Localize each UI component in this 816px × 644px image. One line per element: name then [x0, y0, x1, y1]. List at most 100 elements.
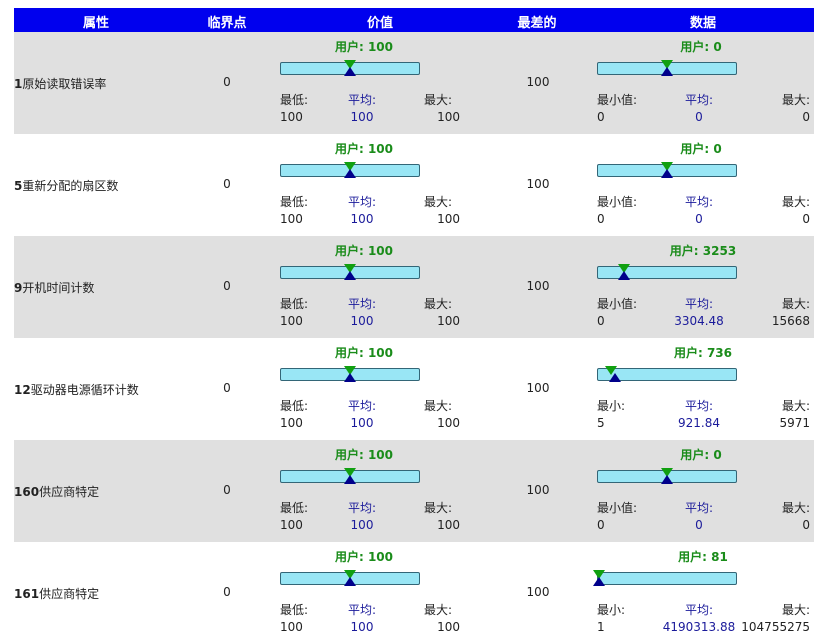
- value-avg-value: 100: [350, 110, 374, 124]
- user-marker-icon: [661, 60, 673, 69]
- average-marker-icon: [617, 271, 630, 280]
- average-marker-icon: [344, 169, 356, 178]
- value-user-value: 用户: 100: [334, 244, 394, 258]
- average-marker-icon: [344, 67, 356, 76]
- attribute-cell: 12驱动器电源循环计数: [14, 381, 139, 398]
- value-user-value: 用户: 100: [334, 448, 394, 462]
- attribute-name: 供应商特定: [39, 587, 100, 601]
- attribute-cell: 161供应商特定: [14, 585, 99, 602]
- table-row: 1原始读取错误率 0 用户: 100 最低: 平均: 最大: 100 100 1…: [14, 32, 814, 134]
- data-gauge: 用户: 0 最小值: 平均: 最大: 0 0 0: [577, 32, 811, 134]
- data-min-value: 5: [597, 416, 605, 430]
- value-max-label: 最大:: [424, 501, 453, 515]
- attribute-id: 160: [14, 485, 40, 499]
- value-avg-value: 100: [350, 518, 374, 532]
- value-user-value: 用户: 100: [334, 142, 394, 156]
- data-bar: [597, 368, 737, 381]
- data-max-value: 0: [802, 212, 810, 226]
- value-min-value: 100: [280, 416, 303, 430]
- average-marker-icon: [661, 67, 673, 76]
- value-avg-label: 平均:: [347, 93, 377, 107]
- header-data[interactable]: 数据: [689, 16, 717, 31]
- data-avg-label: 平均:: [684, 297, 714, 311]
- attribute-name: 开机时间计数: [22, 281, 95, 295]
- attribute-id: 5: [14, 179, 23, 193]
- value-max-value: 100: [437, 518, 460, 532]
- threshold-cell: 0: [223, 75, 231, 89]
- data-avg-value: 921.84: [678, 416, 720, 430]
- average-marker-icon: [344, 271, 356, 280]
- value-user-value: 用户: 100: [334, 40, 394, 54]
- average-marker-icon: [344, 577, 356, 586]
- data-min-value: 0: [597, 518, 605, 532]
- data-user-value: 用户: 81: [678, 550, 728, 564]
- data-gauge: 用户: 0 最小值: 平均: 最大: 0 0 0: [577, 440, 811, 542]
- header-worst[interactable]: 最差的: [517, 16, 557, 31]
- table-row: 161供应商特定 0 用户: 100 最低: 平均: 最大: 100 100 1…: [14, 542, 814, 644]
- value-gauge: 用户: 100 最低: 平均: 最大: 100 100 100: [260, 134, 464, 236]
- data-avg-label: 平均:: [684, 399, 714, 413]
- attribute-id: 9: [14, 281, 23, 295]
- user-marker-icon: [605, 366, 617, 375]
- average-marker-icon: [661, 169, 673, 178]
- user-marker-icon: [344, 468, 356, 477]
- data-max-value: 0: [802, 518, 810, 532]
- value-max-label: 最大:: [424, 399, 453, 413]
- value-max-value: 100: [437, 314, 460, 328]
- average-marker-icon: [344, 475, 356, 484]
- data-max-label: 最大:: [781, 195, 810, 209]
- data-avg-label: 平均:: [684, 603, 714, 617]
- attribute-id: 161: [14, 587, 40, 601]
- attribute-name: 供应商特定: [39, 485, 100, 499]
- table-header: 属性 临界点 价值 最差的 数据: [14, 8, 814, 32]
- average-marker-icon: [609, 373, 622, 382]
- average-marker-icon: [593, 577, 605, 586]
- value-min-value: 100: [280, 314, 303, 328]
- value-min-label: 最低:: [280, 501, 309, 515]
- data-avg-label: 平均:: [684, 501, 714, 515]
- data-user-value: 用户: 0: [680, 448, 722, 462]
- data-avg-value: 0: [695, 212, 703, 226]
- value-min-value: 100: [280, 518, 303, 532]
- user-marker-icon: [344, 366, 356, 375]
- data-min-label: 最小值:: [597, 93, 638, 107]
- data-user-value: 用户: 736: [673, 346, 733, 360]
- user-marker-icon: [344, 60, 356, 69]
- value-avg-value: 100: [350, 620, 374, 634]
- data-min-value: 0: [597, 314, 605, 328]
- data-user-value: 用户: 0: [680, 142, 722, 156]
- value-avg-value: 100: [350, 314, 374, 328]
- value-min-value: 100: [280, 110, 303, 124]
- header-attribute[interactable]: 属性: [82, 16, 110, 31]
- data-gauge: 用户: 736 最小: 平均: 最大: 5 921.84 5971: [577, 338, 811, 440]
- value-max-label: 最大:: [424, 195, 453, 209]
- data-bar: [597, 572, 737, 585]
- attribute-cell: 1原始读取错误率: [14, 75, 106, 92]
- value-max-label: 最大:: [424, 93, 453, 107]
- table-row: 9开机时间计数 0 用户: 100 最低: 平均: 最大: 100 100 10…: [14, 236, 814, 338]
- value-gauge: 用户: 100 最低: 平均: 最大: 100 100 100: [260, 542, 464, 644]
- data-bar: [597, 266, 737, 279]
- data-user-value: 用户: 3253: [669, 244, 737, 258]
- value-avg-label: 平均:: [347, 603, 377, 617]
- attribute-name: 重新分配的扇区数: [22, 179, 119, 193]
- value-min-label: 最低:: [280, 603, 309, 617]
- table-row: 160供应商特定 0 用户: 100 最低: 平均: 最大: 100 100 1…: [14, 440, 814, 542]
- data-user-value: 用户: 0: [680, 40, 722, 54]
- value-user-value: 用户: 100: [334, 550, 394, 564]
- attribute-cell: 160供应商特定: [14, 483, 99, 500]
- value-min-value: 100: [280, 212, 303, 226]
- threshold-cell: 0: [223, 381, 231, 395]
- average-marker-icon: [661, 475, 673, 484]
- value-min-value: 100: [280, 620, 303, 634]
- header-threshold[interactable]: 临界点: [207, 16, 247, 31]
- header-value[interactable]: 价值: [366, 16, 394, 31]
- data-max-value: 5971: [779, 416, 810, 430]
- data-gauge: 用户: 3253 最小值: 平均: 最大: 0 3304.48 15668: [577, 236, 811, 338]
- threshold-cell: 0: [223, 585, 231, 599]
- value-avg-value: 100: [350, 416, 374, 430]
- worst-cell: 100: [526, 279, 550, 293]
- attribute-cell: 9开机时间计数: [14, 279, 94, 296]
- user-marker-icon: [661, 162, 673, 171]
- attribute-name: 原始读取错误率: [22, 77, 107, 91]
